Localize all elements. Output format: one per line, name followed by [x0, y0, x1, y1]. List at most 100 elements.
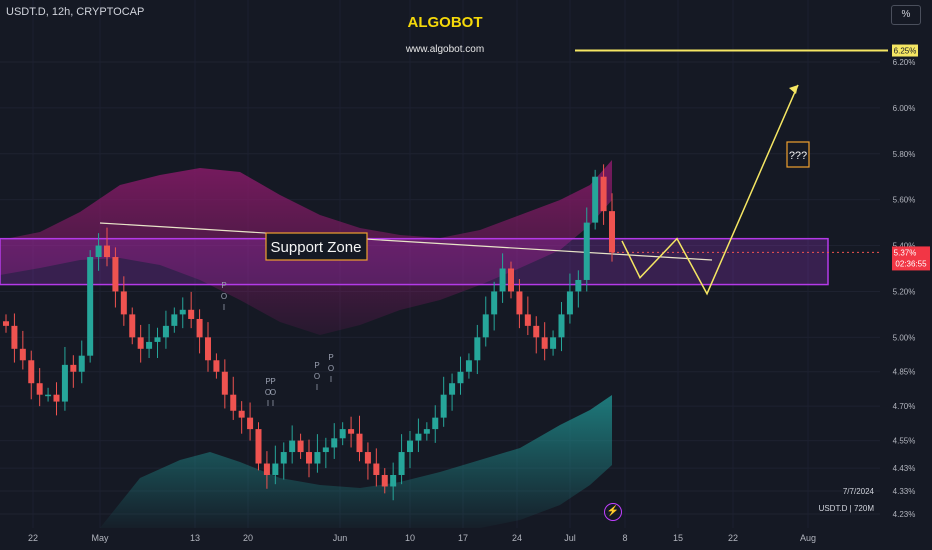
y-axis-label: 4.55%: [893, 437, 916, 446]
candle-body: [575, 279, 582, 292]
poi-label: I: [316, 383, 318, 392]
y-axis-label: 5.60%: [893, 196, 916, 205]
candle-body: [87, 257, 94, 356]
candle-body: [306, 452, 312, 464]
candle-body: [432, 417, 439, 430]
poi-label: P: [265, 377, 270, 386]
candle-body: [61, 364, 68, 402]
candle-body: [339, 429, 346, 439]
candle-body: [289, 440, 296, 453]
y-axis-label: 6.00%: [893, 104, 916, 113]
candle-body: [482, 314, 489, 338]
x-axis-label: 22: [728, 533, 738, 543]
candles: [3, 164, 615, 501]
poi-label: O: [221, 292, 227, 301]
question-label: ???: [789, 150, 807, 162]
y-axis-label: 4.85%: [893, 368, 916, 377]
candle-body: [364, 452, 371, 464]
candle-body: [213, 360, 220, 372]
x-axis-label: 8: [622, 533, 627, 543]
y-axis-label: 5.40%: [893, 242, 916, 251]
current-price-tag: [892, 246, 930, 271]
candle-body: [78, 355, 85, 372]
candle-body: [524, 314, 531, 326]
poi-label: P: [221, 281, 226, 290]
x-axis-label: 17: [458, 533, 468, 543]
poi-label: P: [314, 361, 319, 370]
candle-body: [508, 268, 514, 292]
candle-body: [53, 394, 60, 402]
candle-body: [238, 410, 245, 418]
candle-body: [104, 245, 110, 258]
poi-label: I: [223, 303, 225, 312]
candle-body: [36, 383, 43, 395]
watermark-url: www.algobot.com: [405, 44, 485, 55]
candle-body: [154, 337, 161, 342]
projection-arrowhead: [789, 84, 798, 94]
poi-label: I: [272, 399, 274, 408]
question-label-box: [786, 141, 810, 168]
poi-label: I: [330, 375, 332, 384]
candle-body: [112, 257, 119, 292]
x-axis-label: 24: [512, 533, 522, 543]
candle-body: [314, 452, 321, 464]
trend-line: [99, 222, 713, 261]
candle-body: [457, 371, 464, 384]
candle-body: [255, 429, 262, 464]
candle-body: [592, 176, 599, 223]
poi-label: O: [270, 388, 276, 397]
poi-label: O: [328, 364, 334, 373]
y-axis-label: 5.20%: [893, 287, 916, 296]
candle-body: [415, 433, 422, 441]
candle-body: [609, 211, 615, 253]
y-axis-label: 6.20%: [893, 58, 916, 67]
x-axis-label: 22: [28, 533, 38, 543]
candle-body: [221, 371, 228, 395]
x-axis-label: Aug: [800, 533, 816, 543]
candle-body: [129, 314, 136, 338]
volume-cloud: [100, 395, 612, 528]
candle-body: [407, 440, 413, 453]
poi-label: P: [328, 353, 333, 362]
candle-body: [230, 394, 237, 411]
candle-body: [533, 325, 540, 338]
y-axis-label: 5.00%: [893, 333, 916, 342]
y-axis-label: 4.70%: [893, 402, 916, 411]
candle-body: [205, 337, 211, 361]
x-axis-label: 20: [243, 533, 253, 543]
current-price-label: 5.37%: [894, 248, 917, 257]
candle-body: [356, 433, 363, 453]
candle-body: [45, 394, 52, 397]
percent-scale-button[interactable]: %: [891, 5, 921, 25]
poi-label: I: [267, 399, 269, 408]
candle-body: [196, 318, 203, 338]
candle-body: [331, 438, 338, 448]
candle-body: [137, 337, 144, 349]
x-axis-label: 13: [190, 533, 200, 543]
candle-body: [499, 268, 506, 292]
y-axis-label: 4.33%: [893, 487, 916, 496]
candle-body: [297, 440, 304, 453]
candle-body: [516, 291, 523, 315]
candle-body: [550, 337, 557, 349]
candle-body: [3, 321, 9, 326]
candle-body: [541, 337, 548, 349]
candle-body: [449, 383, 456, 395]
countdown-label: 02:36:55: [895, 259, 927, 268]
y-axis-label: 4.43%: [893, 464, 916, 473]
candle-body: [373, 463, 380, 475]
candle-body: [11, 325, 18, 349]
candle-body: [162, 325, 169, 338]
lightning-bolt-icon[interactable]: ⚡: [604, 503, 622, 521]
x-axis-label: Jul: [564, 533, 576, 543]
x-axis-label: May: [91, 533, 109, 543]
candle-body: [280, 452, 287, 464]
candle-body: [491, 291, 498, 315]
candle-body: [19, 348, 26, 361]
candle-body: [465, 360, 472, 372]
y-axis-label: 4.23%: [893, 510, 916, 519]
candle-body: [247, 417, 254, 430]
candle-body: [474, 337, 481, 361]
